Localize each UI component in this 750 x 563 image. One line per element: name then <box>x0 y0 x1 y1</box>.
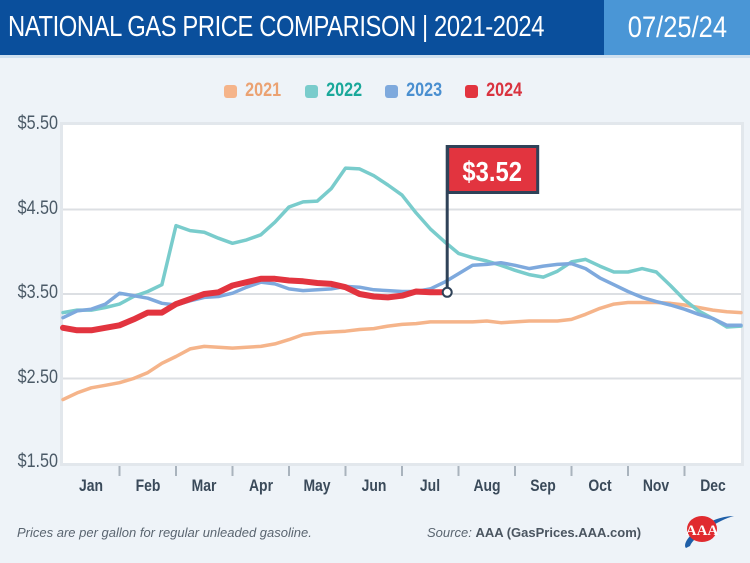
legend-swatch <box>465 84 479 98</box>
source-name: AAA (GasPrices.AAA.com) <box>475 525 642 540</box>
legend-label: 2021 <box>245 80 282 101</box>
x-tick-label: Apr <box>248 476 273 495</box>
legend-item-2022: 2022 <box>304 80 365 102</box>
footnote: Prices are per gallon for regular unlead… <box>17 525 312 540</box>
x-tick-label: Jan <box>79 476 104 495</box>
current-price-marker <box>441 286 453 298</box>
x-tick-label: May <box>303 476 331 495</box>
page-title: NATIONAL GAS PRICE COMPARISON | 2021-202… <box>8 11 545 43</box>
svg-text:AAA: AAA <box>686 523 719 539</box>
header: NATIONAL GAS PRICE COMPARISON | 2021-202… <box>0 0 750 55</box>
current-price-label: $3.52 <box>462 155 522 187</box>
flag-box <box>449 148 537 191</box>
source-prefix: Source: <box>427 525 472 540</box>
y-tick-label: $1.50 <box>17 451 58 472</box>
x-tick-label: Oct <box>588 476 612 495</box>
legend-item-2023: 2023 <box>385 80 445 102</box>
source-credit: Source: AAA (GasPrices.AAA.com) <box>427 525 641 540</box>
x-tick-label: Dec <box>699 476 726 495</box>
legend-swatch <box>224 84 238 98</box>
aaa-logo-icon: AAA <box>678 510 738 557</box>
legend-item-2024: 2024 <box>465 80 525 102</box>
y-tick-label: $5.50 <box>17 113 58 134</box>
title-banner: NATIONAL GAS PRICE COMPARISON | 2021-202… <box>0 0 604 55</box>
x-tick-label: Feb <box>135 476 161 495</box>
legend-item-2021: 2021 <box>224 80 284 102</box>
x-tick-label: Mar <box>191 476 217 495</box>
date-banner: 07/25/24 <box>604 0 750 55</box>
x-tick-label: Aug <box>473 476 501 495</box>
y-tick-label: $3.50 <box>17 282 58 303</box>
legend-swatch <box>304 84 318 98</box>
legend-swatch <box>385 84 398 98</box>
legend-label: 2024 <box>486 80 523 101</box>
legend-label: 2022 <box>325 80 362 101</box>
header-divider <box>0 55 750 58</box>
x-tick-label: Jun <box>361 476 387 495</box>
x-tick-label: Jul <box>420 476 441 495</box>
series-line-2024 <box>60 275 451 334</box>
chart-legend: 2021 2022 2023 2024 <box>0 80 750 102</box>
y-tick-label: $2.50 <box>17 366 58 388</box>
series-line-2021 <box>61 300 743 402</box>
legend-label: 2023 <box>406 80 443 101</box>
y-tick-label: $4.50 <box>17 197 58 219</box>
date-label: 07/25/24 <box>627 10 727 44</box>
x-tick-label: Sep <box>530 476 557 495</box>
series-line-2022 <box>61 166 743 329</box>
x-tick-label: Nov <box>643 476 670 495</box>
